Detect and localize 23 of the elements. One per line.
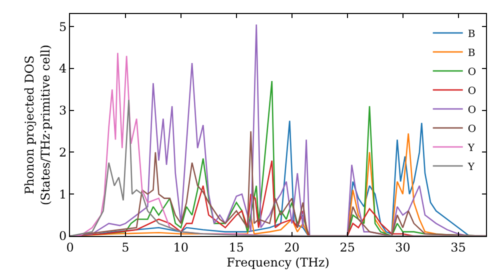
- legend-label: Y: [466, 142, 475, 154]
- y-axis-title: Phonon projected DOS (States/THz·primitive cell): [22, 44, 52, 206]
- y-tick-label: 0: [58, 229, 67, 244]
- x-tick-label: 15: [228, 240, 244, 254]
- x-tick-label: 30: [395, 240, 410, 254]
- x-tick-label: 20: [284, 240, 300, 254]
- legend-label: O: [468, 124, 476, 135]
- x-tick-label: 10: [173, 240, 189, 254]
- legend-label: O: [468, 66, 476, 78]
- x-tick-label: 25: [340, 240, 355, 254]
- legend-label: B: [468, 48, 476, 59]
- legend-label: B: [468, 28, 476, 40]
- x-tick-label: 5: [122, 240, 130, 254]
- legend-label: O: [468, 104, 476, 116]
- y-tick-label: 5: [58, 20, 67, 34]
- x-axis-title: Frequency (THz): [226, 255, 330, 270]
- y-tick-label: 1: [58, 187, 67, 202]
- y-tick-label: 2: [58, 145, 67, 160]
- x-tick-label: 35: [450, 240, 466, 254]
- legend-label: O: [468, 86, 476, 97]
- y-tick-label: 4: [58, 62, 67, 76]
- y-tick-label: 3: [58, 104, 67, 118]
- legend-label: Y: [466, 162, 475, 173]
